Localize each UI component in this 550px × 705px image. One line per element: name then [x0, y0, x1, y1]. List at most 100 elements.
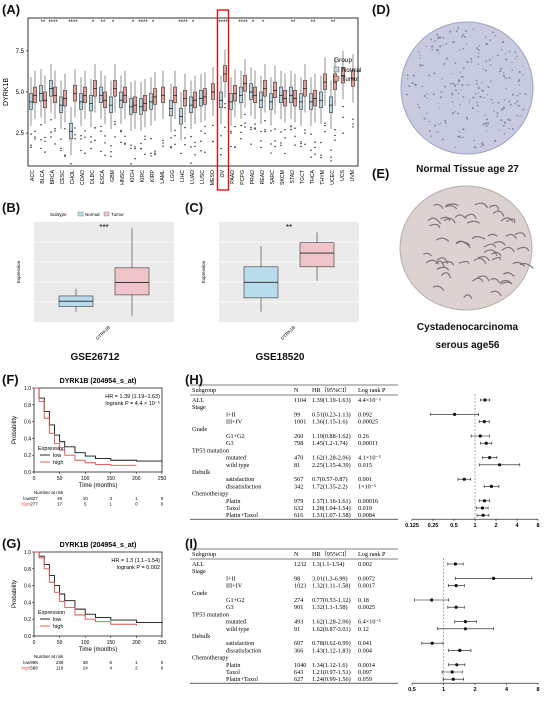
outlier-point — [244, 122, 246, 124]
nucleus-dot — [481, 82, 483, 84]
outlier-point — [250, 126, 252, 129]
km-p-annotation: logrank P = 4.4 × 10⁻⁵ — [105, 400, 160, 407]
hr-point-g3 — [454, 605, 458, 609]
outlier-point — [114, 120, 116, 123]
outlier-point — [44, 151, 46, 153]
normal-TGCT-box — [299, 93, 303, 110]
tumor-structure — [505, 233, 518, 240]
row-logrank-p: 6.4×10⁻⁵ — [358, 619, 381, 626]
nucleus-dot — [508, 127, 511, 130]
hr-point-platin — [455, 663, 459, 667]
nucleus-dot — [436, 131, 439, 133]
row-logrank-p: 0.00025 — [358, 419, 378, 426]
tumor-structure — [433, 203, 444, 209]
nucleus-dot — [470, 60, 473, 63]
outlier-point — [200, 130, 202, 132]
row-label-i-ii: I+II — [226, 411, 236, 418]
row-hr-ci: 3.01(1.3-6.99) — [312, 575, 348, 582]
nucleus-dot — [480, 96, 482, 98]
x-tick-label: 0 — [33, 640, 36, 646]
nucleus-dot — [478, 45, 481, 47]
nucleus-dot — [419, 57, 421, 59]
outlier-point — [64, 155, 66, 157]
nucleus-dot — [462, 136, 464, 139]
row-label-dissatisfaction: dissatisfaction — [226, 647, 261, 654]
row-n: 1023 — [294, 583, 306, 590]
nucleus-dot — [500, 119, 503, 122]
nucleus-dot — [480, 142, 483, 145]
normal-READ-box — [259, 91, 263, 108]
nucleus-dot — [518, 70, 521, 74]
nucleus-dot — [437, 123, 440, 126]
legend-label-normal: Normal — [342, 68, 361, 74]
outlier-point — [220, 135, 222, 137]
row-hr-ci: 0.78(0.62-0.99) — [312, 640, 351, 647]
nucleus-dot — [481, 141, 484, 144]
nucleus-dot — [444, 85, 447, 88]
tumor-structure — [491, 256, 501, 261]
outlier-point — [184, 137, 186, 139]
x-tick-label: 150 — [107, 640, 116, 646]
outlier-point — [130, 163, 132, 165]
km-curve-high — [34, 387, 137, 466]
outlier-point — [244, 113, 246, 116]
nucleus-dot — [439, 107, 441, 109]
row-label-i-ii: I+II — [226, 575, 236, 582]
outlier-point — [220, 147, 222, 150]
outlier-point — [310, 156, 312, 158]
outlier-point — [330, 156, 332, 158]
nucleus-dot — [429, 130, 431, 133]
outlier-point — [134, 158, 136, 160]
outlier-point — [200, 150, 202, 152]
nucleus-dot — [438, 45, 442, 48]
outlier-point — [194, 141, 196, 144]
nucleus-dot — [466, 84, 468, 87]
outlier-point — [144, 135, 146, 137]
outlier-point — [40, 147, 42, 150]
outlier-point — [70, 163, 72, 165]
forest-plot-h: Subgroup N HR（95%CI） Log rank P ALL 1104 1.39(… — [190, 384, 540, 529]
nucleus-dot — [454, 111, 457, 113]
nucleus-dot — [445, 42, 448, 45]
row-label-tp53-mutation: TP53 mutation — [192, 611, 229, 618]
outlier-point — [114, 123, 116, 125]
outlier-point — [230, 130, 232, 132]
outlier-point — [212, 124, 214, 127]
nucleus-dot — [438, 52, 440, 54]
outlier-point — [314, 146, 316, 149]
tumor-KIRC-box — [143, 95, 147, 112]
hr-point-platin-taxol — [481, 513, 485, 517]
row-hr-ci: 1.32(1.1-1.58) — [312, 604, 348, 611]
outlier-point — [240, 124, 242, 127]
tumor-DLBC-box — [93, 80, 97, 97]
nucleus-dot — [408, 84, 411, 88]
risk-count: 5 — [84, 502, 87, 507]
normal-ESCA-box — [99, 86, 103, 103]
row-logrank-p: 0.0014 — [358, 662, 375, 669]
nucleus-dot — [443, 62, 446, 66]
tumor-tissue-image — [399, 185, 534, 311]
panel-label-d: (D) — [372, 2, 391, 17]
outlier-point — [140, 147, 142, 150]
nucleus-dot — [519, 92, 521, 95]
outlier-point — [224, 126, 226, 128]
category-label-kirc: KIRC — [140, 170, 146, 183]
outlier-point — [34, 138, 36, 140]
nucleus-dot — [485, 130, 488, 132]
outlier-point — [324, 131, 326, 133]
tumor-structure — [429, 223, 441, 229]
tumor-THCA-box — [313, 90, 317, 107]
tumor-structure — [477, 275, 490, 282]
outlier-point — [290, 125, 292, 127]
risk-count: 0 — [161, 660, 164, 665]
header-n: N — [294, 551, 299, 558]
tumor-structure — [502, 272, 515, 277]
nucleus-dot — [433, 72, 436, 75]
hr-point-satisfaction — [430, 641, 434, 645]
row-label-g3: G3 — [226, 604, 234, 611]
nucleus-dot — [485, 42, 488, 45]
tumor-structure — [488, 204, 499, 211]
nucleus-dot — [445, 57, 448, 60]
risk-count: 827 — [30, 496, 38, 501]
normal-LUAD-box — [189, 96, 193, 113]
